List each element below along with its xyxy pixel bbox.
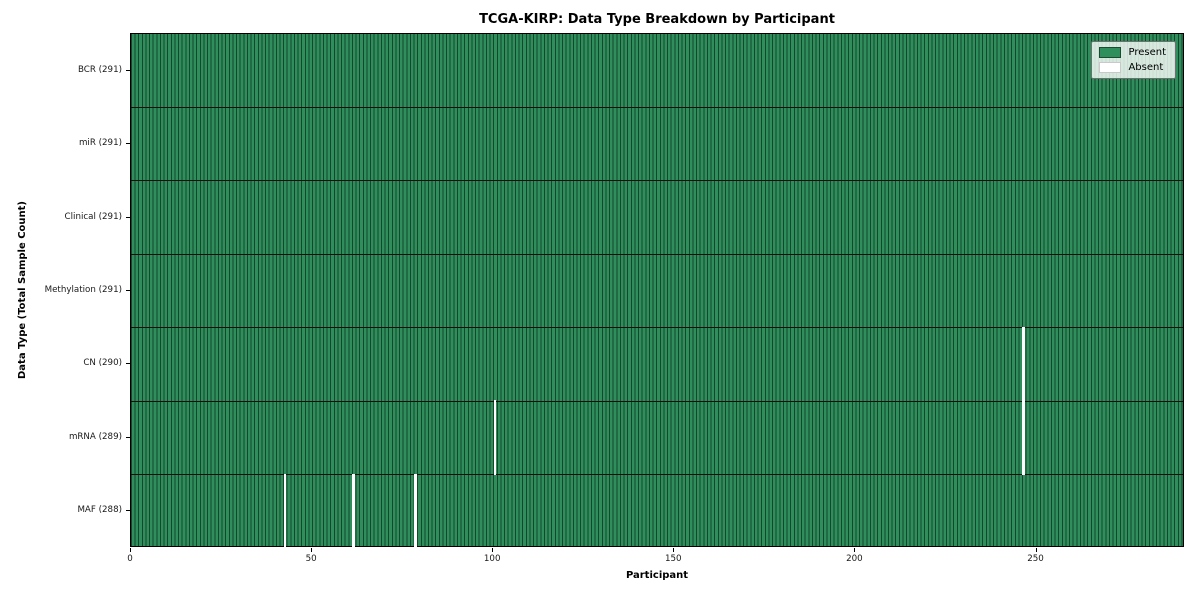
y-tick-mark xyxy=(126,510,130,512)
row-separator xyxy=(131,253,1183,255)
y-tick-label-Methylation: Methylation (291) xyxy=(44,285,122,295)
y-tick-mark xyxy=(126,363,130,365)
y-tick-label-CN: CN (290) xyxy=(83,358,122,369)
present-swatch xyxy=(1099,47,1122,58)
x-tick-label-250: 250 xyxy=(1027,554,1044,564)
x-tick-label-200: 200 xyxy=(846,554,863,564)
chart-title: TCGA-KIRP: Data Type Breakdown by Partic… xyxy=(479,12,835,27)
legend-label-present: Present xyxy=(1128,47,1166,58)
x-tick-label-0: 0 xyxy=(127,554,133,564)
absent-cell-CN-246 xyxy=(1022,326,1026,402)
x-tick-mark xyxy=(854,548,856,552)
x-tick-mark xyxy=(311,548,313,552)
x-tick-mark xyxy=(1035,548,1037,552)
absent-cell-MAF-78 xyxy=(413,473,417,548)
absent-cell-mRNA-100 xyxy=(493,400,497,475)
legend-entry-present: Present xyxy=(1099,47,1166,58)
y-tick-label-MAF: MAF (288) xyxy=(77,505,122,516)
y-tick-label-miR: miR (291) xyxy=(78,138,122,149)
row-separator xyxy=(131,474,1183,476)
x-tick-label-100: 100 xyxy=(483,554,501,564)
y-tick-mark xyxy=(126,290,130,291)
x-tick-label-50: 50 xyxy=(305,554,317,564)
absent-swatch xyxy=(1099,62,1122,73)
x-tick-mark xyxy=(130,548,131,552)
x-tick-mark xyxy=(673,548,675,552)
y-tick-label-BCR: BCR (291) xyxy=(77,64,122,75)
row-separator xyxy=(131,327,1183,329)
y-tick-mark xyxy=(126,216,130,218)
legend-label-absent: Absent xyxy=(1128,62,1164,73)
y-tick-label-mRNA: mRNA (289) xyxy=(68,431,122,442)
y-tick-mark xyxy=(126,69,130,71)
legend: Present Absent xyxy=(1091,41,1176,79)
row-separator xyxy=(131,180,1183,182)
legend-entry-absent: Absent xyxy=(1099,62,1166,73)
absent-cell-mRNA-246 xyxy=(1022,400,1026,475)
plot-area: Present Absent xyxy=(130,33,1184,548)
y-tick-mark xyxy=(126,143,130,145)
absent-cell-MAF-61 xyxy=(352,473,356,548)
x-tick-mark xyxy=(492,548,494,552)
absent-cell-MAF-42 xyxy=(283,473,287,548)
x-axis-title: Participant xyxy=(625,570,689,581)
y-tick-label-Clinical: Clinical (291) xyxy=(64,211,122,222)
row-separator xyxy=(131,106,1183,108)
x-tick-label-150: 150 xyxy=(665,554,682,564)
y-tick-mark xyxy=(126,436,130,438)
row-separator xyxy=(131,400,1183,402)
